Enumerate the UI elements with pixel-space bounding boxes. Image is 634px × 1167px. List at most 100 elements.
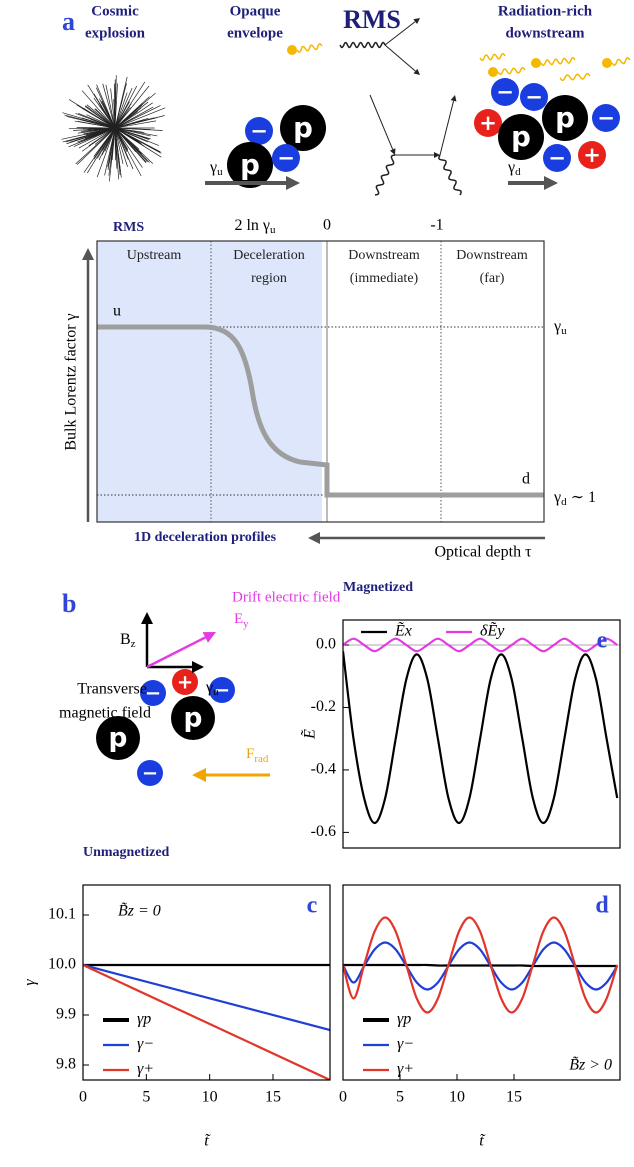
- photon: [438, 154, 462, 196]
- particle: [209, 677, 235, 703]
- base: γ: [209, 159, 217, 176]
- photon-dot: [488, 67, 498, 77]
- photon-dot: [602, 58, 612, 68]
- photon: [611, 57, 631, 66]
- starburst: [61, 75, 166, 182]
- right-label: γu: [553, 318, 567, 337]
- particle-symbol: +: [583, 143, 601, 167]
- subscript: rad: [254, 753, 269, 765]
- base: γ: [205, 679, 213, 696]
- arrow-shaft: [369, 94, 394, 150]
- subscript: y: [243, 618, 249, 630]
- gamma-label: γd: [507, 159, 521, 178]
- legend-label: γ−: [397, 1036, 414, 1053]
- series-line: [83, 963, 330, 1032]
- particle: [474, 109, 502, 137]
- plot-lines: [343, 916, 619, 1014]
- region-label: region: [251, 271, 287, 286]
- particle-symbol: p: [109, 723, 128, 754]
- particle: [578, 141, 606, 169]
- top-tick: 2 ln γu: [234, 217, 276, 236]
- gamma-label: γu: [205, 679, 219, 698]
- region-label: Deceleration: [233, 248, 305, 263]
- annotation: B̃z > 0: [569, 1056, 612, 1074]
- x-tick-label: 5: [396, 1089, 404, 1106]
- x-tick-label: 0: [339, 1089, 347, 1106]
- particle: [96, 716, 140, 760]
- plot-frame: [342, 619, 621, 849]
- ray: [114, 104, 143, 129]
- subscript: u: [217, 166, 223, 178]
- x-tick-label: 10: [202, 1089, 218, 1106]
- ray: [76, 127, 116, 165]
- y-tick-label: -0.6: [311, 823, 336, 840]
- subscript: u: [270, 224, 276, 236]
- particle: [491, 78, 519, 106]
- ray: [114, 107, 166, 129]
- ray: [114, 87, 133, 129]
- region-label: Downstream: [456, 248, 528, 263]
- particle-symbol: −: [214, 679, 230, 702]
- plot-lines: [343, 637, 619, 825]
- profile-footer: 1D deceleration profiles: [134, 530, 277, 545]
- y-tick-label: -0.2: [311, 698, 336, 715]
- ray: [114, 127, 143, 168]
- ray: [114, 127, 128, 150]
- x-tick-label: 10: [449, 1089, 465, 1106]
- particle-symbol: −: [597, 106, 615, 130]
- x-tick-label: 15: [265, 1089, 281, 1106]
- ray: [114, 92, 128, 129]
- ray: [114, 127, 149, 140]
- arrow-head: [413, 68, 420, 75]
- photon: [374, 154, 396, 196]
- annotation: B̃z = 0: [118, 902, 161, 920]
- photon: [497, 66, 526, 76]
- top-tick: 0: [323, 217, 331, 234]
- base: γ: [553, 318, 561, 335]
- transverse-label: magnetic field: [59, 705, 151, 722]
- charts: 0.0 -0.2 -0.4 -0.6 Ẽx δẼy e Magnetized Ẽ 10.1 10.0…: [22, 580, 621, 1150]
- ray: [114, 127, 121, 172]
- ray: [114, 127, 151, 137]
- end-label: d: [522, 471, 530, 488]
- decorations: −pp−− −+ pp −− +pp+− −−: [82, 18, 631, 786]
- ray: [114, 85, 150, 129]
- field-label: Bz: [120, 631, 136, 650]
- y-tick-label: 10.0: [48, 956, 76, 973]
- ray: [114, 81, 146, 129]
- y-axis-label: Ẽ: [301, 729, 319, 740]
- particle-symbol: −: [277, 146, 295, 170]
- ray: [84, 106, 116, 129]
- ray: [105, 84, 116, 129]
- region-label: Downstream: [348, 248, 420, 263]
- legend-label: γ+: [137, 1061, 154, 1078]
- photon: [296, 43, 323, 53]
- ray: [114, 127, 142, 155]
- ray: [114, 127, 134, 170]
- particle-symbol: +: [479, 111, 497, 135]
- arrow-shaft: [146, 636, 206, 669]
- profile-frame: [96, 240, 545, 523]
- ray: [114, 85, 138, 129]
- chart-title: Unmagnetized: [83, 845, 170, 860]
- subscript: u: [213, 686, 219, 698]
- arrow-head: [450, 95, 457, 102]
- arrow-head: [192, 661, 204, 673]
- ray: [114, 127, 128, 167]
- ray: [114, 83, 127, 129]
- rest: ∼ 1: [567, 489, 596, 506]
- ray: [97, 127, 116, 159]
- subscript: d: [561, 496, 567, 508]
- photon: [339, 41, 386, 49]
- ray: [83, 127, 116, 173]
- arrow-head: [413, 18, 420, 25]
- y-tick-label: 0.0: [316, 636, 336, 653]
- particle: [245, 117, 273, 145]
- x-axis-label: Optical depth τ: [434, 544, 532, 561]
- arrow-head: [141, 612, 153, 624]
- particle: [592, 104, 620, 132]
- series-line: [343, 651, 619, 825]
- x-tick-label: 0: [79, 1089, 87, 1106]
- arrow-head: [389, 148, 396, 155]
